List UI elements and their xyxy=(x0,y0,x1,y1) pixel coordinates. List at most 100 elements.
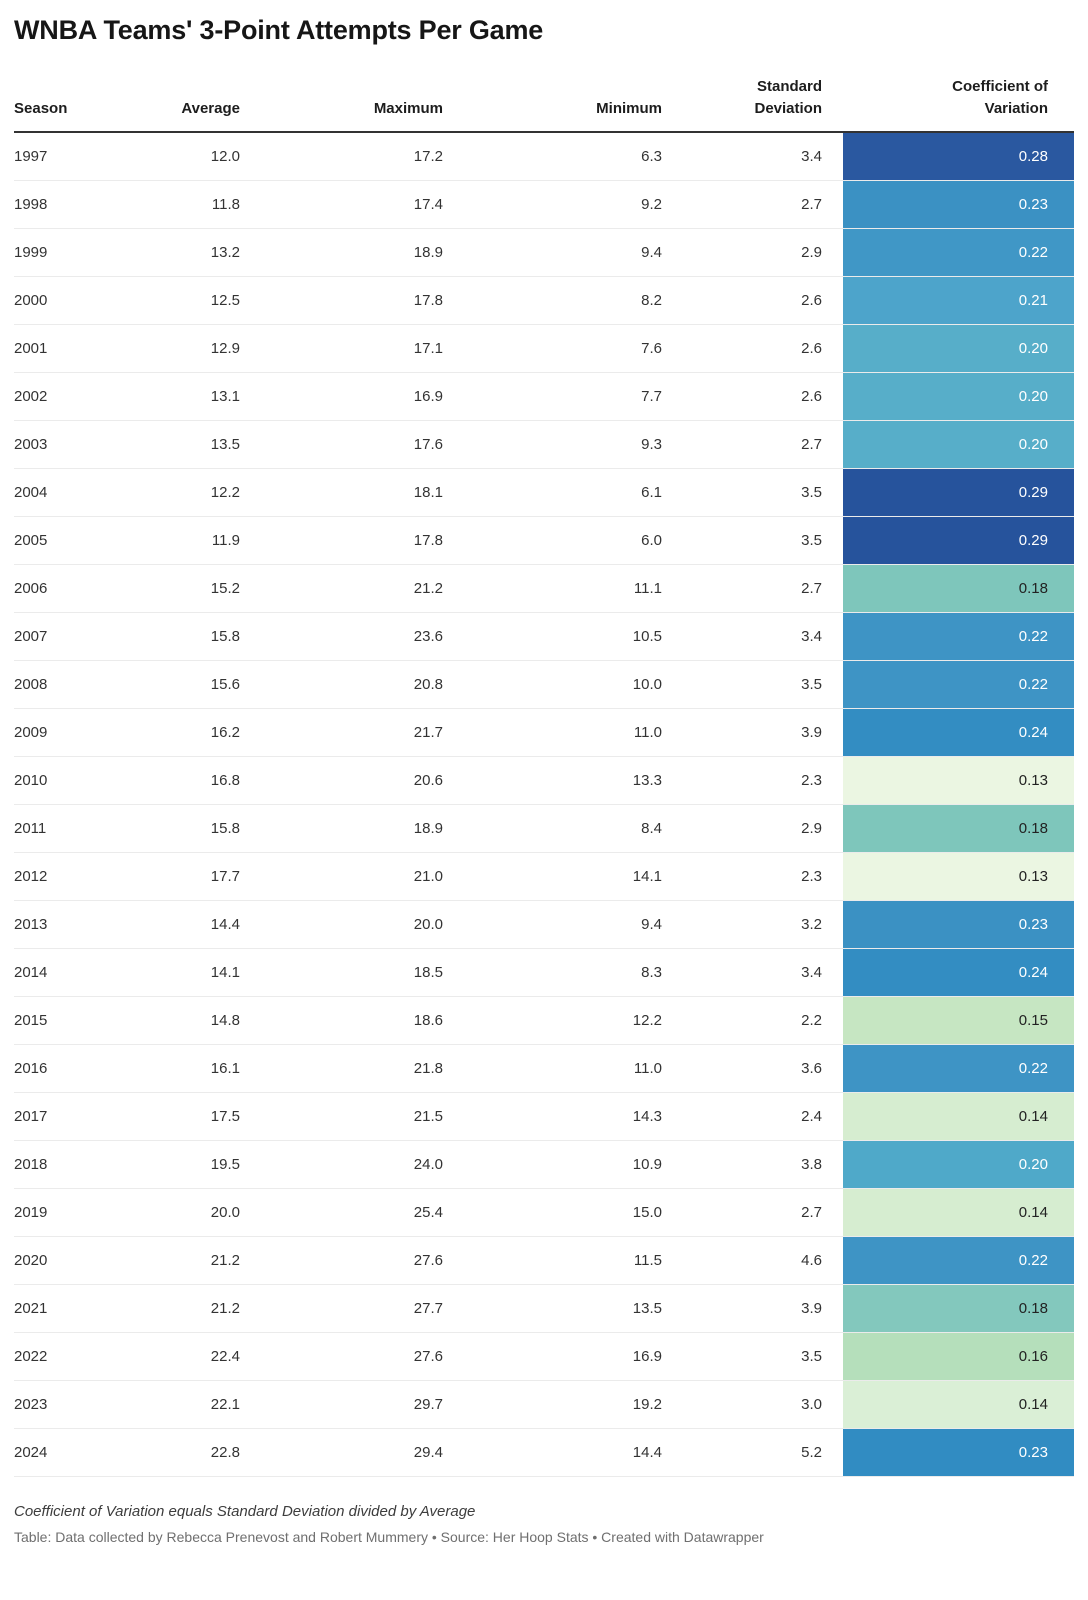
average-cell: 12.9 xyxy=(210,339,240,357)
cov-cell: 0.28 xyxy=(822,132,1074,181)
cov-cell: 0.29 xyxy=(822,516,1074,564)
cov-heatmap-fill: 0.18 xyxy=(843,1284,1074,1332)
table-row: 2015 14.8 18.6 12.2 2.2 0.15 xyxy=(14,996,1074,1044)
cov-cell: 0.16 xyxy=(822,1332,1074,1380)
average-cell: 14.8 xyxy=(210,1011,240,1029)
std-deviation-cell: 2.6 xyxy=(801,291,822,309)
cov-cell: 0.23 xyxy=(822,1428,1074,1476)
cov-heatmap-fill: 0.18 xyxy=(843,564,1074,612)
season-cell: 2022 xyxy=(14,1347,48,1365)
cov-heatmap-fill: 0.20 xyxy=(843,372,1074,420)
page-title: WNBA Teams' 3-Point Attempts Per Game xyxy=(14,15,544,45)
season-cell: 2013 xyxy=(14,915,48,933)
cov-cell: 0.20 xyxy=(822,420,1074,468)
table-row: 2008 15.6 20.8 10.0 3.5 0.22 xyxy=(14,660,1074,708)
maximum-cell: 21.7 xyxy=(413,723,443,741)
std-deviation-cell: 2.4 xyxy=(801,1107,822,1125)
maximum-cell: 17.2 xyxy=(413,147,443,165)
table-row: 2003 13.5 17.6 9.3 2.7 0.20 xyxy=(14,420,1074,468)
cov-heatmap-fill: 0.23 xyxy=(843,1428,1074,1476)
std-deviation-cell: 3.0 xyxy=(801,1395,822,1413)
cov-cell: 0.23 xyxy=(822,180,1074,228)
cov-heatmap-fill: 0.14 xyxy=(843,1188,1074,1236)
maximum-cell: 27.7 xyxy=(413,1299,443,1317)
average-cell: 16.2 xyxy=(210,723,240,741)
std-deviation-cell: 3.4 xyxy=(801,627,822,645)
column-header-maximum: Maximum xyxy=(240,76,443,133)
season-cell: 1997 xyxy=(14,147,48,165)
cov-cell: 0.22 xyxy=(822,228,1074,276)
average-cell: 21.2 xyxy=(210,1251,240,1269)
table-row: 2023 22.1 29.7 19.2 3.0 0.14 xyxy=(14,1380,1074,1428)
minimum-cell: 8.3 xyxy=(641,963,662,981)
average-cell: 19.5 xyxy=(210,1155,240,1173)
maximum-cell: 18.1 xyxy=(413,483,443,501)
cov-cell: 0.22 xyxy=(822,1236,1074,1284)
maximum-cell: 18.9 xyxy=(413,819,443,837)
minimum-cell: 10.5 xyxy=(632,627,662,645)
cov-cell: 0.13 xyxy=(822,756,1074,804)
std-deviation-cell: 3.5 xyxy=(801,675,822,693)
average-cell: 22.4 xyxy=(210,1347,240,1365)
average-cell: 13.5 xyxy=(210,435,240,453)
average-cell: 21.2 xyxy=(210,1299,240,1317)
table-row: 2018 19.5 24.0 10.9 3.8 0.20 xyxy=(14,1140,1074,1188)
maximum-cell: 18.9 xyxy=(413,243,443,261)
cov-cell: 0.14 xyxy=(822,1188,1074,1236)
std-deviation-cell: 5.2 xyxy=(801,1443,822,1461)
maximum-cell: 23.6 xyxy=(413,627,443,645)
table-footnote: Coefficient of Variation equals Standard… xyxy=(14,1502,476,1520)
average-cell: 12.5 xyxy=(210,291,240,309)
season-cell: 2011 xyxy=(14,819,47,837)
season-cell: 2007 xyxy=(14,627,48,645)
std-deviation-cell: 3.5 xyxy=(801,483,822,501)
maximum-cell: 21.5 xyxy=(413,1107,443,1125)
season-cell: 2010 xyxy=(14,771,48,789)
std-deviation-cell: 2.3 xyxy=(801,867,822,885)
minimum-cell: 9.3 xyxy=(641,435,662,453)
average-cell: 16.1 xyxy=(210,1059,240,1077)
average-cell: 16.8 xyxy=(210,771,240,789)
minimum-cell: 11.1 xyxy=(633,579,662,597)
maximum-cell: 27.6 xyxy=(413,1347,443,1365)
cov-cell: 0.20 xyxy=(822,1140,1074,1188)
table-row: 2006 15.2 21.2 11.1 2.7 0.18 xyxy=(14,564,1074,612)
average-cell: 13.1 xyxy=(210,387,240,405)
maximum-cell: 29.7 xyxy=(413,1395,443,1413)
column-header-std-deviation: Standard Deviation xyxy=(662,76,822,133)
table-row: 2010 16.8 20.6 13.3 2.3 0.13 xyxy=(14,756,1074,804)
minimum-cell: 6.0 xyxy=(641,531,662,549)
column-header-minimum: Minimum xyxy=(443,76,662,133)
minimum-cell: 10.9 xyxy=(632,1155,662,1173)
season-cell: 2024 xyxy=(14,1443,48,1461)
column-header-season: Season xyxy=(14,76,114,133)
std-deviation-cell: 3.4 xyxy=(801,147,822,165)
season-cell: 2005 xyxy=(14,531,48,549)
std-deviation-cell: 2.7 xyxy=(801,1203,822,1221)
average-cell: 15.8 xyxy=(210,819,240,837)
average-cell: 11.9 xyxy=(211,531,240,549)
average-cell: 15.6 xyxy=(210,675,240,693)
cov-cell: 0.22 xyxy=(822,612,1074,660)
cov-heatmap-fill: 0.29 xyxy=(843,516,1074,564)
std-deviation-cell: 3.5 xyxy=(801,1347,822,1365)
std-deviation-cell: 2.7 xyxy=(801,435,822,453)
table-row: 1999 13.2 18.9 9.4 2.9 0.22 xyxy=(14,228,1074,276)
season-cell: 2015 xyxy=(14,1011,48,1029)
average-cell: 12.2 xyxy=(210,483,240,501)
std-deviation-cell: 2.2 xyxy=(801,1011,822,1029)
table-row: 2021 21.2 27.7 13.5 3.9 0.18 xyxy=(14,1284,1074,1332)
minimum-cell: 9.4 xyxy=(641,243,662,261)
season-cell: 2012 xyxy=(14,867,48,885)
maximum-cell: 21.0 xyxy=(413,867,443,885)
season-cell: 2017 xyxy=(14,1107,48,1125)
season-cell: 2003 xyxy=(14,435,48,453)
cov-cell: 0.18 xyxy=(822,804,1074,852)
average-cell: 22.1 xyxy=(210,1395,240,1413)
cov-heatmap-fill: 0.22 xyxy=(843,1236,1074,1284)
table-row: 2019 20.0 25.4 15.0 2.7 0.14 xyxy=(14,1188,1074,1236)
table-row: 2002 13.1 16.9 7.7 2.6 0.20 xyxy=(14,372,1074,420)
cov-heatmap-fill: 0.18 xyxy=(843,804,1074,852)
season-cell: 2019 xyxy=(14,1203,48,1221)
average-cell: 20.0 xyxy=(210,1203,240,1221)
